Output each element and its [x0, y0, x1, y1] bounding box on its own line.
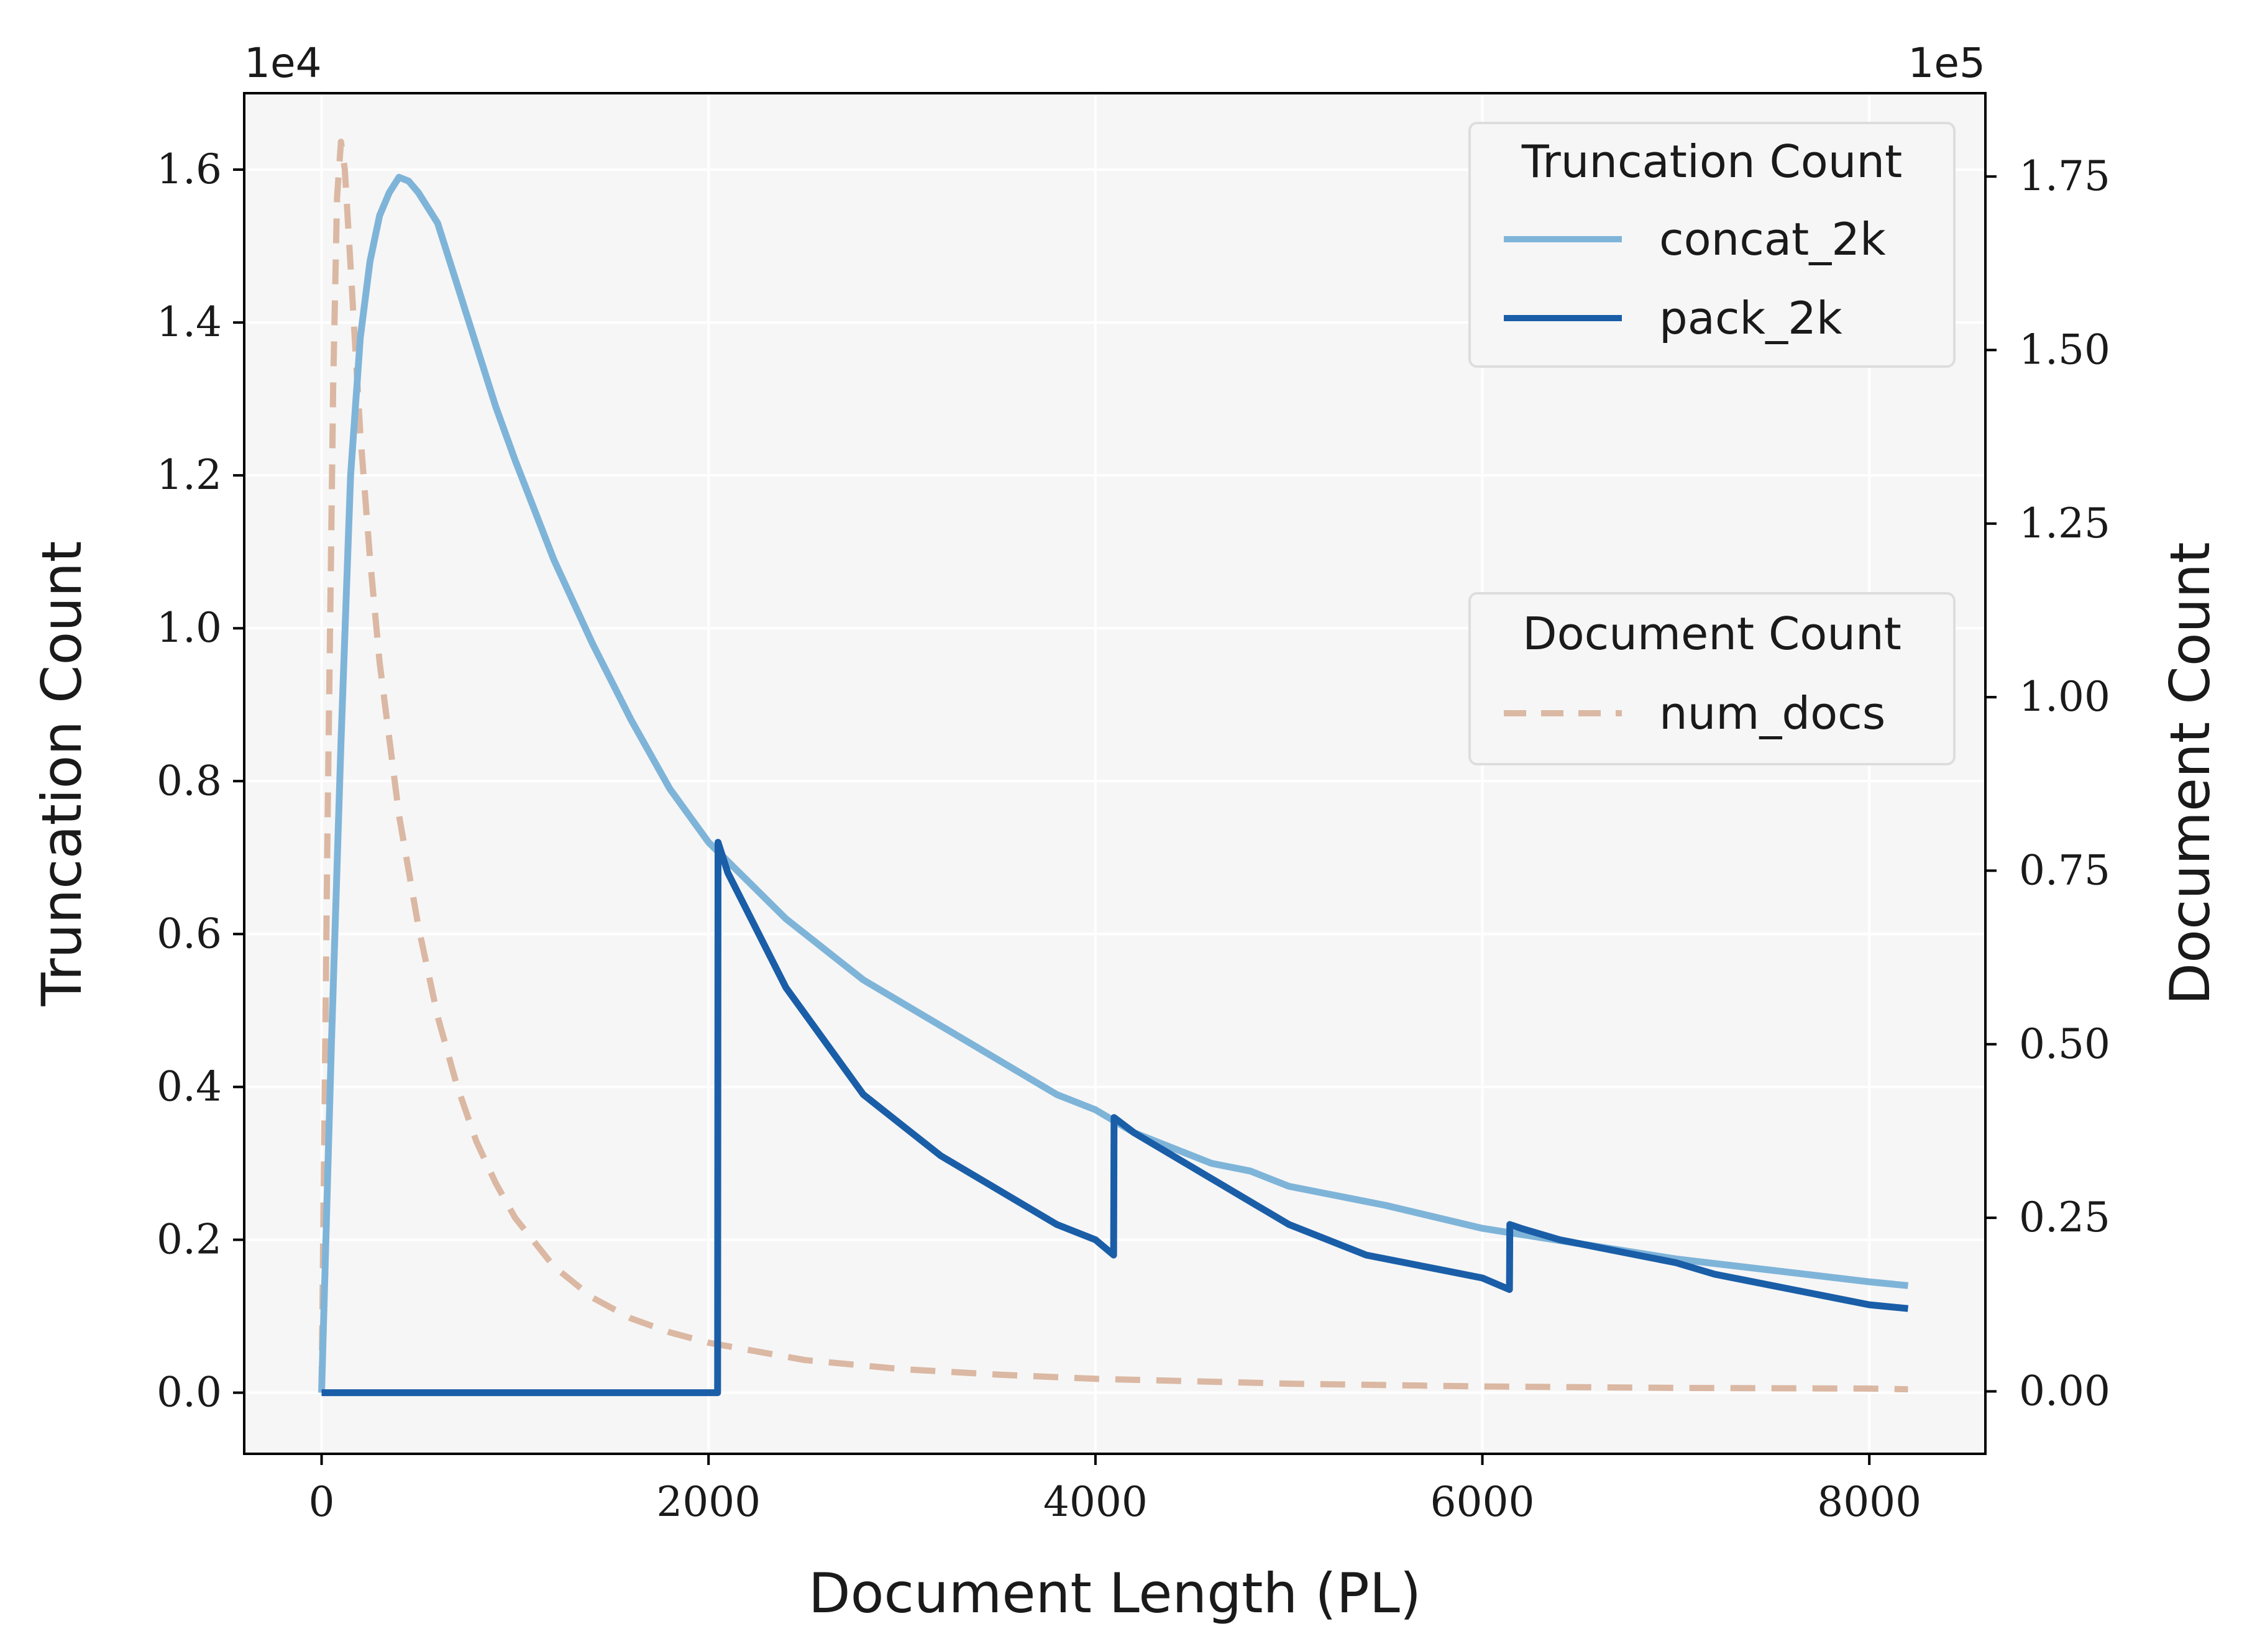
x-tick-label: 6000 — [1430, 1478, 1535, 1526]
legend-box — [1468, 592, 1956, 765]
y-tick-label: 1.6 — [157, 145, 222, 193]
y-scale-label: 1e4 — [244, 39, 322, 87]
y-tick-label: 1.4 — [157, 298, 222, 346]
y2-tick-label: 0.25 — [2019, 1193, 2110, 1241]
y-tick-label: 1.2 — [157, 451, 222, 499]
legend-title: Document Count — [1522, 608, 1901, 660]
y-tick-label: 0.8 — [157, 757, 222, 805]
y-axis-label: Truncation Count — [30, 541, 94, 1007]
legend-entry-concat-2k: concat_2k — [1659, 213, 1886, 265]
series-line-pack-2k — [321, 839, 1909, 1397]
y2-tick-label: 0.75 — [2019, 846, 2110, 894]
series-layer — [318, 139, 1909, 1397]
legend-entry-num-docs: num_docs — [1659, 687, 1885, 739]
y-tick-label: 0.2 — [157, 1216, 222, 1264]
series-line-concat-2k — [318, 173, 1909, 1393]
x-tick-label: 4000 — [1043, 1478, 1148, 1526]
series-line-num-docs — [318, 139, 1908, 1393]
y-tick-label: 0.0 — [157, 1369, 222, 1417]
legend-box — [1468, 122, 1956, 368]
legend-title: Truncation Count — [1521, 135, 1903, 188]
legend-document-count: Document Count num_docs — [1468, 592, 1956, 765]
plot-frame — [243, 92, 1987, 1455]
y2-tick-label: 0.50 — [2019, 1020, 2110, 1068]
ticks: 0 2000 4000 6000 8000 0.0 0.2 0.4 0.6 0.8 1.0 1.2 1.… — [157, 145, 2110, 1526]
x-axis-label: Document Length (PL) — [808, 1561, 1421, 1625]
y2-tick-label: 1.75 — [2019, 152, 2110, 200]
legend-truncation-count: Truncation Count concat_2k pack_2k — [1468, 122, 1956, 368]
legend-entry-pack-2k: pack_2k — [1659, 292, 1842, 344]
y2-tick-label: 1.50 — [2019, 326, 2110, 373]
y2-tick-label: 1.00 — [2019, 673, 2110, 721]
y-tick-label: 0.4 — [157, 1062, 222, 1110]
x-tick-label: 2000 — [656, 1478, 761, 1526]
y2-tick-label: 1.25 — [2019, 500, 2110, 547]
y2-axis-label: Document Count — [2158, 542, 2222, 1005]
x-tick-label: 0 — [309, 1478, 335, 1526]
y2-scale-label: 1e5 — [1908, 39, 1985, 87]
x-tick-label: 8000 — [1817, 1478, 1921, 1526]
y-tick-label: 1.0 — [157, 604, 222, 652]
y2-tick-label: 0.00 — [2019, 1367, 2110, 1415]
y-tick-label: 0.6 — [157, 910, 222, 957]
